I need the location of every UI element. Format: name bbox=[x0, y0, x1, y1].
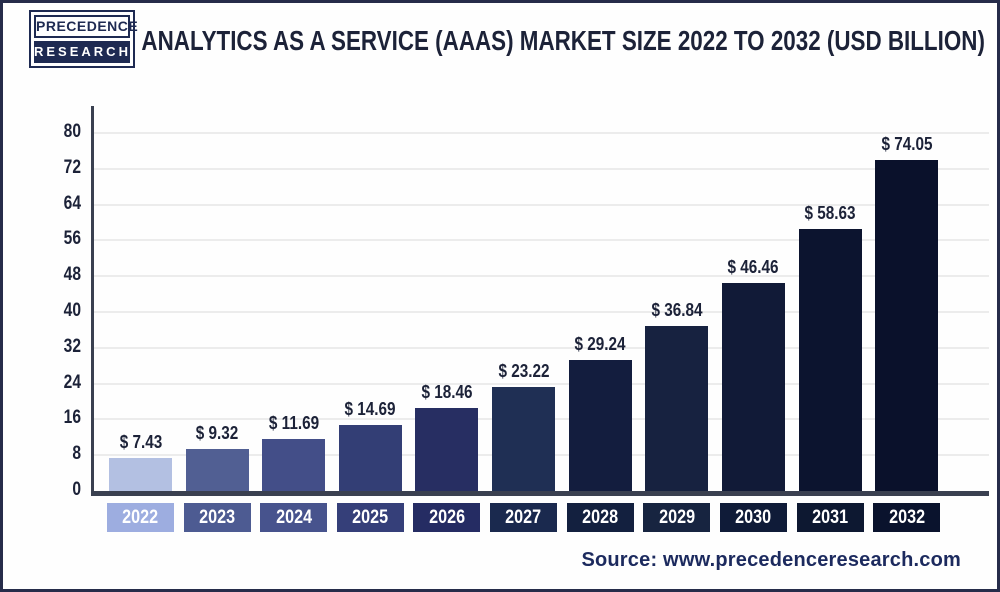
gridline-64 bbox=[94, 203, 989, 206]
x-axis-year-text: 2031 bbox=[812, 507, 849, 528]
chart-title: ANALYTICS AS A SERVICE (AAAS) MARKET SIZ… bbox=[141, 25, 986, 56]
x-axis-year-label-2022: 2022 bbox=[107, 503, 174, 532]
bar-value-label-2027: $ 23.22 bbox=[498, 361, 550, 382]
logo-line-research: RESEARCH bbox=[34, 41, 130, 63]
x-axis-year-label-2025: 2025 bbox=[336, 503, 404, 532]
gridline-40 bbox=[94, 311, 989, 313]
bar-value-label-2030: $ 46.46 bbox=[727, 257, 779, 278]
y-tick-label-56: 56 bbox=[63, 228, 81, 250]
x-axis-year-text: 2027 bbox=[505, 507, 542, 528]
bar-2023 bbox=[185, 449, 249, 491]
gridline-24 bbox=[94, 382, 989, 385]
bar-chart: 0 8 16 24 32 40 48 56 64 72 80 $ 7.43 2022 $ 9.32 2023… bbox=[3, 3, 997, 589]
bar-value-label-2026: $ 18.46 bbox=[421, 382, 473, 403]
x-axis-year-label-2031: 2031 bbox=[796, 503, 864, 532]
y-tick-label-80: 80 bbox=[63, 121, 81, 142]
x-axis-year-text: 2022 bbox=[122, 507, 159, 528]
y-tick-label-8: 8 bbox=[72, 443, 81, 465]
bar-value-label-2029: $ 36.84 bbox=[651, 300, 703, 321]
y-tick-label-64: 64 bbox=[63, 192, 81, 214]
y-tick-label-48: 48 bbox=[63, 264, 81, 286]
y-tick-label-40: 40 bbox=[63, 300, 81, 321]
y-tick-label-16: 16 bbox=[63, 407, 81, 429]
x-axis-year-label-2029: 2029 bbox=[643, 503, 711, 532]
bar-value-label-2024: $ 11.69 bbox=[268, 412, 319, 433]
bar-value-label-2023: $ 9.32 bbox=[195, 423, 239, 444]
y-tick-label-32: 32 bbox=[63, 335, 81, 357]
x-axis-year-text: 2024 bbox=[275, 507, 312, 528]
x-axis-year-text: 2025 bbox=[352, 507, 389, 528]
precedence-research-logo: PRECEDENCE RESEARCH bbox=[29, 10, 138, 68]
y-tick-label-24: 24 bbox=[63, 371, 81, 393]
x-axis-year-label-2024: 2024 bbox=[260, 503, 328, 532]
x-axis-year-label-2023: 2023 bbox=[183, 503, 251, 532]
bar-2032 bbox=[875, 159, 939, 491]
x-axis-year-label-2032: 2032 bbox=[873, 503, 941, 532]
bar-value-label-2025: $ 14.69 bbox=[344, 399, 396, 420]
bar-2022 bbox=[109, 457, 172, 491]
source-text: Source: www.precedenceresearch.com bbox=[581, 549, 961, 571]
x-axis-year-text: 2023 bbox=[199, 507, 236, 528]
y-axis-line bbox=[91, 106, 94, 496]
bar-2031 bbox=[798, 228, 862, 491]
bar-value-label-2032: $ 74.05 bbox=[881, 133, 933, 154]
x-axis-year-label-2026: 2026 bbox=[413, 503, 481, 532]
x-axis-year-text: 2032 bbox=[888, 507, 925, 528]
bar-2029 bbox=[645, 326, 709, 491]
gridline-48 bbox=[94, 275, 989, 278]
x-axis-line bbox=[91, 491, 989, 496]
gridline-80 bbox=[94, 132, 989, 134]
x-axis-year-text: 2030 bbox=[735, 507, 772, 528]
x-axis-year-text: 2029 bbox=[658, 507, 695, 528]
x-axis-year-text: 2026 bbox=[428, 507, 465, 528]
bar-value-label-2031: $ 58.63 bbox=[804, 202, 856, 223]
x-axis-year-label-2028: 2028 bbox=[566, 503, 634, 532]
bar-value-label-2028: $ 29.24 bbox=[574, 334, 626, 355]
gridline-32 bbox=[94, 346, 989, 349]
x-axis-year-label-2030: 2030 bbox=[719, 503, 787, 532]
bar-2024 bbox=[262, 438, 326, 491]
bar-2025 bbox=[338, 425, 402, 491]
y-tick-label-72: 72 bbox=[63, 156, 81, 178]
logo-line-precedence: PRECEDENCE bbox=[34, 15, 138, 38]
bar-value-label-2022: $ 7.43 bbox=[119, 431, 162, 452]
bar-2027 bbox=[492, 387, 556, 491]
x-axis-year-label-2027: 2027 bbox=[490, 503, 558, 532]
bar-2030 bbox=[721, 283, 785, 491]
y-tick-label-0: 0 bbox=[72, 479, 81, 500]
title-container: ANALYTICS AS A SERVICE (AAAS) MARKET SIZ… bbox=[138, 25, 989, 57]
x-axis-year-text: 2028 bbox=[582, 507, 619, 528]
gridline-72 bbox=[94, 167, 989, 170]
bar-2026 bbox=[415, 408, 479, 491]
gridline-56 bbox=[94, 239, 989, 242]
bar-2028 bbox=[568, 360, 632, 491]
